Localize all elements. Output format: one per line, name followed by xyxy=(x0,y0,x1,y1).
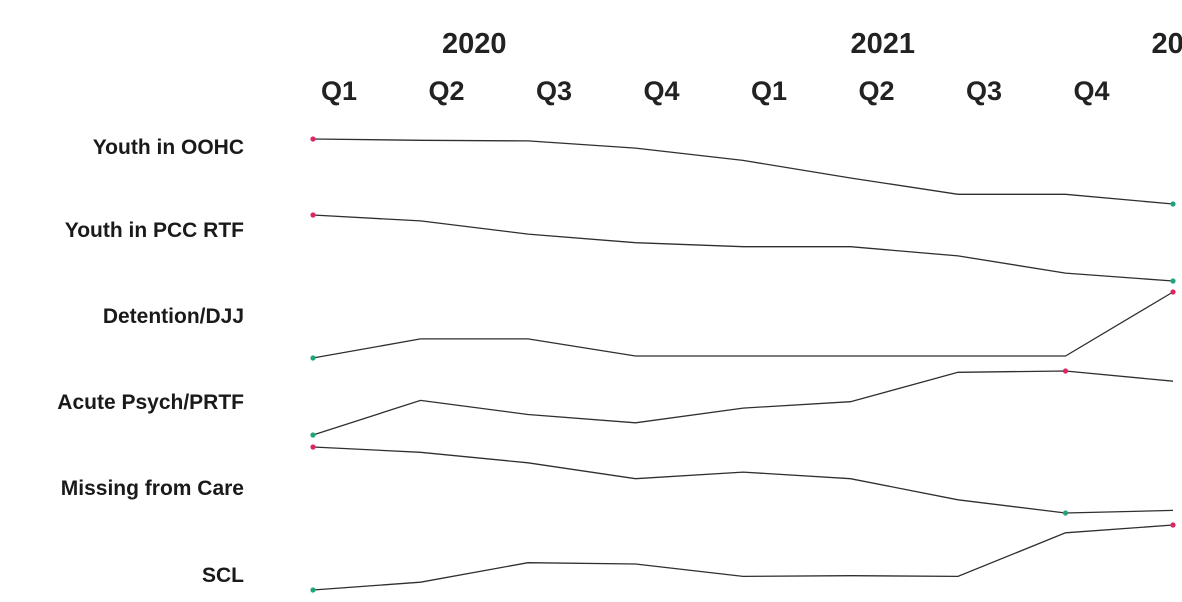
year-label: 2020 xyxy=(442,28,507,60)
min-marker xyxy=(1170,278,1176,284)
quarter-tick-label: Q4 xyxy=(643,76,679,106)
series-line xyxy=(312,138,1174,205)
min-marker xyxy=(310,432,316,438)
series-line xyxy=(312,291,1174,359)
series-lines xyxy=(310,136,1176,593)
quarter-tick-label: Q1 xyxy=(1181,76,1182,106)
min-marker xyxy=(1170,201,1176,207)
max-marker xyxy=(1170,522,1176,528)
max-marker xyxy=(1170,289,1176,295)
max-marker xyxy=(310,444,316,450)
max-marker xyxy=(310,212,316,218)
series-line xyxy=(312,370,1174,436)
quarter-tick-label: Q1 xyxy=(751,76,787,106)
series-line xyxy=(312,446,1174,514)
quarter-tick-label: Q1 xyxy=(321,76,357,106)
year-label: 2021 xyxy=(850,28,915,60)
series-label: Detention/DJJ xyxy=(103,305,244,328)
quarter-tick-label: Q2 xyxy=(428,76,464,106)
min-marker xyxy=(310,587,316,593)
series-label: Missing from Care xyxy=(61,477,244,500)
series-labels: Youth in OOHC Youth in PCC RTF Detention/D… xyxy=(57,136,244,587)
quarter-tick-label: Q3 xyxy=(966,76,1002,106)
quarter-tick-label: Q4 xyxy=(1073,76,1109,106)
min-marker xyxy=(1062,510,1069,516)
max-marker xyxy=(1062,368,1069,374)
series-line xyxy=(312,214,1174,282)
year-label: 2023 xyxy=(1151,28,1182,60)
quarter-labels: Q1 Q2 Q3 Q4 Q1 Q2 Q3 Q4 Q1 xyxy=(321,76,1182,106)
year-labels: 2020 2021 2023 xyxy=(442,28,1182,60)
min-marker xyxy=(310,355,316,361)
series-label: Youth in OOHC xyxy=(93,136,244,159)
quarter-tick-label: Q3 xyxy=(536,76,572,106)
series-label: SCL xyxy=(202,564,244,587)
series-line xyxy=(312,524,1174,591)
max-marker xyxy=(310,136,316,142)
series-label: Acute Psych/PRTF xyxy=(57,391,244,414)
quarter-tick-label: Q2 xyxy=(858,76,894,106)
series-label: Youth in PCC RTF xyxy=(65,219,244,242)
